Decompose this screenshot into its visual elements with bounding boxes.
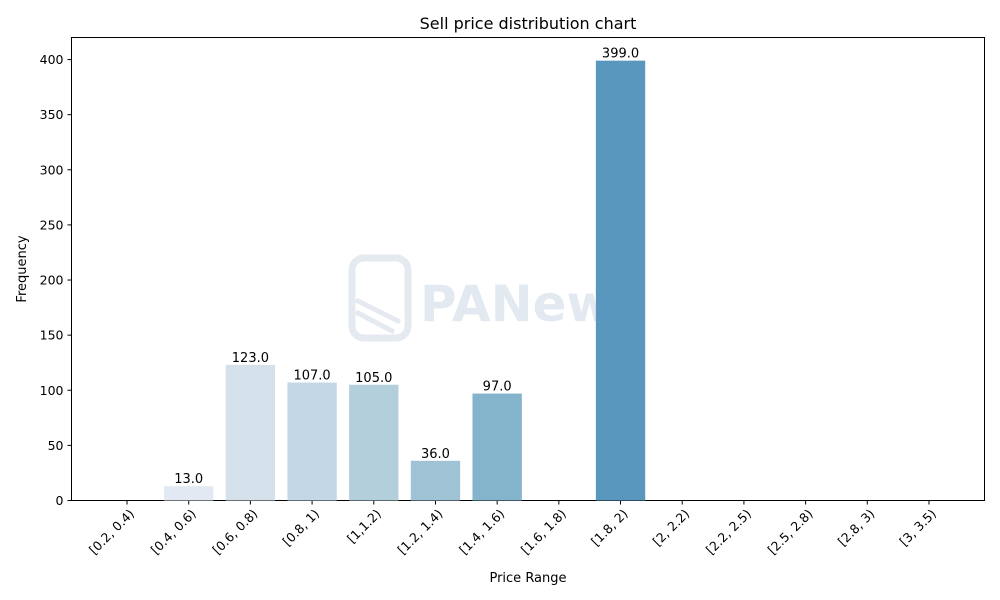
data-label-3: 107.0: [293, 369, 330, 384]
data-label-6: 97.0: [483, 380, 512, 395]
watermark-logo-stripe: [354, 309, 396, 335]
x-tick-label-12: [2.8, 3): [835, 506, 878, 549]
x-tick-label-7: [1.6, 1.8): [518, 506, 569, 557]
data-label-8: 399.0: [602, 47, 639, 62]
x-axis-label: Price Range: [489, 571, 566, 586]
x-tick-label-4: [1,1.2): [344, 506, 384, 546]
y-tick-label-6: 300: [40, 162, 64, 177]
y-tick-label-3: 150: [40, 328, 64, 343]
x-tick-label-3: [0.8, 1): [279, 506, 322, 549]
y-tick-label-4: 200: [40, 273, 64, 288]
x-axis: [0.2, 0.4) [0.4, 0.6) [0.6, 0.8) [0.8, 1) [1…: [86, 500, 939, 557]
bar-6: [472, 393, 522, 501]
y-tick-label-1: 50: [48, 438, 64, 453]
watermark-logo-stripe: [354, 297, 402, 325]
y-tick-label-0: 0: [56, 493, 64, 508]
x-tick-label-8: [1.8, 2): [588, 506, 631, 549]
y-tick-label-8: 400: [40, 52, 64, 67]
x-tick-label-13: [3, 3.5): [896, 506, 939, 549]
y-axis: 0 50 100 150 200 250 300 350 400: [40, 52, 72, 508]
x-tick-label-1: [0.4, 0.6): [148, 506, 199, 557]
plot-frame: [71, 37, 985, 501]
chart-title: Sell price distribution chart: [420, 14, 637, 33]
x-tick-label-11: [2.5, 2.8): [764, 506, 815, 557]
bar-2: [225, 364, 276, 501]
bar-5: [410, 460, 461, 501]
bar-1: [164, 486, 214, 501]
data-label-5: 36.0: [421, 447, 450, 462]
data-label-4: 105.0: [355, 371, 392, 386]
y-tick-label-5: 250: [40, 217, 64, 232]
data-label-1: 13.0: [174, 472, 203, 487]
y-tick-label-7: 350: [40, 107, 64, 122]
bar-3: [287, 382, 337, 501]
bar-8: [595, 60, 646, 501]
x-tick-label-9: [2, 2.2): [650, 506, 693, 549]
data-label-group: 13.0 123.0 107.0 105.0 36.0 97.0 399.0: [174, 47, 639, 488]
x-tick-label-0: [0.2, 0.4): [86, 506, 137, 557]
y-tick-label-2: 100: [40, 383, 64, 398]
y-axis-label: Frequency: [15, 235, 30, 302]
x-tick-label-10: [2.2, 2.5): [703, 506, 754, 557]
watermark-logo-icon: [348, 254, 412, 342]
x-tick-label-5: [1.2, 1.4): [394, 506, 445, 557]
data-label-2: 123.0: [232, 351, 269, 366]
x-tick-label-6: [1.4, 1.6): [456, 506, 507, 557]
bar-group: [164, 60, 646, 501]
x-tick-label-2: [0.6, 0.8): [209, 506, 260, 557]
bar-4: [349, 384, 399, 501]
